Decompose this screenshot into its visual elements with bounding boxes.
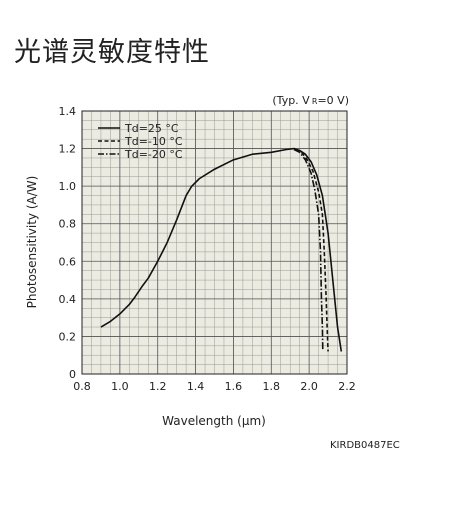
x-axis-label: Wavelength (µm): [162, 414, 266, 428]
y-tick-label: 0.4: [59, 293, 77, 306]
document-code: KIRDB0487EC: [330, 440, 400, 451]
y-tick-label: 1.0: [59, 180, 77, 193]
y-tick-label: 0.8: [59, 218, 77, 231]
series-line-3: [293, 148, 324, 350]
series-lines: [100, 147, 343, 352]
y-tick-label: 0: [69, 368, 76, 381]
x-tick-label: 2.2: [338, 380, 356, 393]
tick-labels: 0.8 1.0 1.2 1.4 1.6 1.8 2.0 2.2 0 0.2 0.4 0.6 0.8 1.0…: [59, 105, 356, 393]
y-tick-label: 0.6: [59, 255, 77, 268]
x-tick-label: 1.4: [187, 380, 205, 393]
chart-note: (Typ. V R=0 V): [272, 94, 349, 107]
series-line-2: [295, 148, 329, 352]
spectral-response-chart: (Typ. V R=0 V) 0.8 1.0 1.2 1.4 1.6 1.8 2.0 2.20…: [25, 94, 356, 428]
x-tick-label: 1.8: [263, 380, 281, 393]
x-tick-label: 0.8: [73, 380, 91, 393]
x-tick-label: 1.0: [111, 380, 129, 393]
y-tick-label: 0.2: [59, 330, 77, 343]
legend: Td=25 °CTd=-10 °CTd=-20 °C: [98, 122, 183, 161]
page-title: 光谱灵敏度特性: [14, 37, 210, 68]
x-tick-label: 2.0: [300, 380, 318, 393]
x-tick-label: 1.6: [225, 380, 243, 393]
x-tick-label: 1.2: [149, 380, 167, 393]
legend-label: Td=25 °C: [124, 122, 179, 135]
y-tick-label: 1.4: [59, 105, 77, 118]
legend-label: Td=-20 °C: [124, 148, 183, 161]
legend-label: Td=-10 °C: [124, 135, 183, 148]
y-tick-label: 1.2: [59, 143, 77, 156]
plot-frame: [81, 110, 348, 375]
y-axis-label: Photosensitivity (A/W): [25, 176, 39, 309]
series-line-1: [100, 147, 343, 352]
